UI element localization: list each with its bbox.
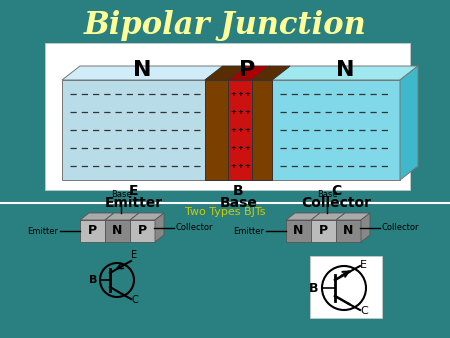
Text: B: B	[309, 282, 318, 294]
Text: N: N	[343, 224, 354, 238]
Polygon shape	[80, 213, 114, 220]
Text: Base: Base	[220, 196, 257, 210]
Text: Two Types BJTs: Two Types BJTs	[185, 207, 265, 217]
Text: P: P	[88, 224, 97, 238]
Text: E: E	[360, 260, 367, 270]
Polygon shape	[228, 66, 270, 80]
Text: +: +	[244, 145, 250, 151]
Text: B: B	[89, 275, 97, 285]
Text: +: +	[244, 163, 250, 169]
Text: E: E	[131, 250, 137, 260]
Polygon shape	[252, 66, 290, 80]
Text: E: E	[129, 184, 138, 198]
Text: Bipolar Junction: Bipolar Junction	[84, 10, 366, 41]
Text: N: N	[336, 60, 354, 80]
Text: Emitter: Emitter	[233, 226, 264, 236]
Text: B: B	[233, 184, 244, 198]
Polygon shape	[62, 80, 205, 180]
Text: +: +	[230, 91, 236, 97]
Bar	[45, 43, 410, 190]
Text: C: C	[331, 184, 341, 198]
Text: +: +	[244, 91, 250, 97]
Text: +: +	[244, 109, 250, 115]
Text: +: +	[237, 109, 243, 115]
Text: +: +	[237, 145, 243, 151]
Polygon shape	[62, 66, 223, 80]
Text: Emitter: Emitter	[104, 196, 162, 210]
Polygon shape	[130, 220, 155, 242]
Text: N: N	[293, 224, 304, 238]
Polygon shape	[105, 213, 139, 220]
Text: C: C	[360, 306, 368, 316]
Polygon shape	[336, 213, 370, 220]
Text: N: N	[133, 60, 152, 80]
Polygon shape	[205, 66, 246, 80]
Text: +: +	[237, 91, 243, 97]
Polygon shape	[272, 80, 400, 180]
Text: +: +	[230, 109, 236, 115]
Text: +: +	[230, 163, 236, 169]
Text: +: +	[237, 163, 243, 169]
Text: Collector: Collector	[301, 196, 371, 210]
Text: P: P	[138, 224, 147, 238]
Polygon shape	[361, 213, 370, 242]
Polygon shape	[400, 66, 418, 180]
Polygon shape	[105, 220, 130, 242]
Polygon shape	[80, 220, 105, 242]
Text: N: N	[112, 224, 123, 238]
Polygon shape	[205, 80, 228, 180]
Text: +: +	[230, 127, 236, 133]
Text: Emitter: Emitter	[27, 226, 58, 236]
Polygon shape	[130, 213, 164, 220]
Bar	[310, 256, 382, 318]
Polygon shape	[336, 220, 361, 242]
Polygon shape	[252, 80, 272, 180]
Polygon shape	[311, 213, 345, 220]
Text: +: +	[230, 145, 236, 151]
Text: Base: Base	[111, 190, 131, 199]
Polygon shape	[228, 80, 252, 180]
Polygon shape	[286, 213, 320, 220]
Polygon shape	[286, 220, 311, 242]
Text: P: P	[319, 224, 328, 238]
Text: +: +	[237, 127, 243, 133]
Polygon shape	[155, 213, 164, 242]
Text: +: +	[244, 127, 250, 133]
Text: Base: Base	[317, 190, 338, 199]
Text: Collector: Collector	[382, 223, 419, 233]
Polygon shape	[311, 220, 336, 242]
Text: P: P	[239, 60, 256, 80]
Polygon shape	[272, 66, 418, 80]
Text: Collector: Collector	[176, 223, 213, 233]
Text: C: C	[131, 295, 138, 305]
